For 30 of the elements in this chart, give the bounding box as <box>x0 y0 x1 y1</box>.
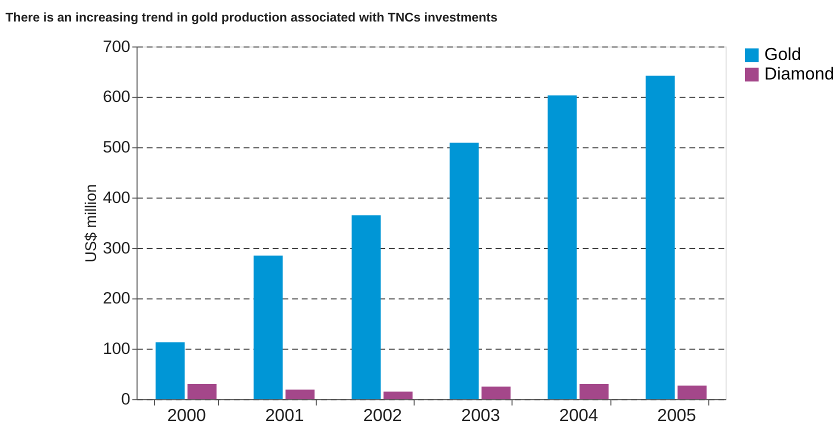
bar <box>156 342 185 400</box>
y-tick-label: 300 <box>102 239 130 258</box>
bar <box>188 384 217 400</box>
y-tick-label: 500 <box>102 138 130 157</box>
x-tick-label: 2003 <box>461 404 500 425</box>
bar <box>286 390 315 400</box>
x-tick-label: 2005 <box>657 404 696 425</box>
legend-label: Gold <box>764 44 802 64</box>
bar <box>548 95 577 400</box>
y-tick-label: 100 <box>102 340 130 358</box>
y-tick-label: 200 <box>102 290 130 308</box>
y-axis-title: US$ million <box>83 184 100 263</box>
bar <box>678 386 707 400</box>
x-tick-label: 2001 <box>265 404 304 425</box>
x-tick-label: 2004 <box>559 404 598 425</box>
legend-label: Diamond <box>764 63 834 84</box>
bar <box>580 384 609 400</box>
chart-title: There is an increasing trend in gold production associated with TNCs investments <box>5 10 498 24</box>
y-tick-label: 400 <box>102 188 130 207</box>
bar <box>352 215 381 400</box>
bar <box>384 392 413 400</box>
bar <box>482 386 511 400</box>
y-tick-label: 700 <box>102 38 130 56</box>
bar <box>646 76 675 400</box>
y-tick-label: 600 <box>102 88 130 106</box>
x-tick-label: 2000 <box>167 404 206 425</box>
y-tick-label: 0 <box>121 390 130 409</box>
x-tick-label: 2002 <box>363 404 402 425</box>
bar <box>254 256 283 400</box>
bar <box>450 142 479 400</box>
